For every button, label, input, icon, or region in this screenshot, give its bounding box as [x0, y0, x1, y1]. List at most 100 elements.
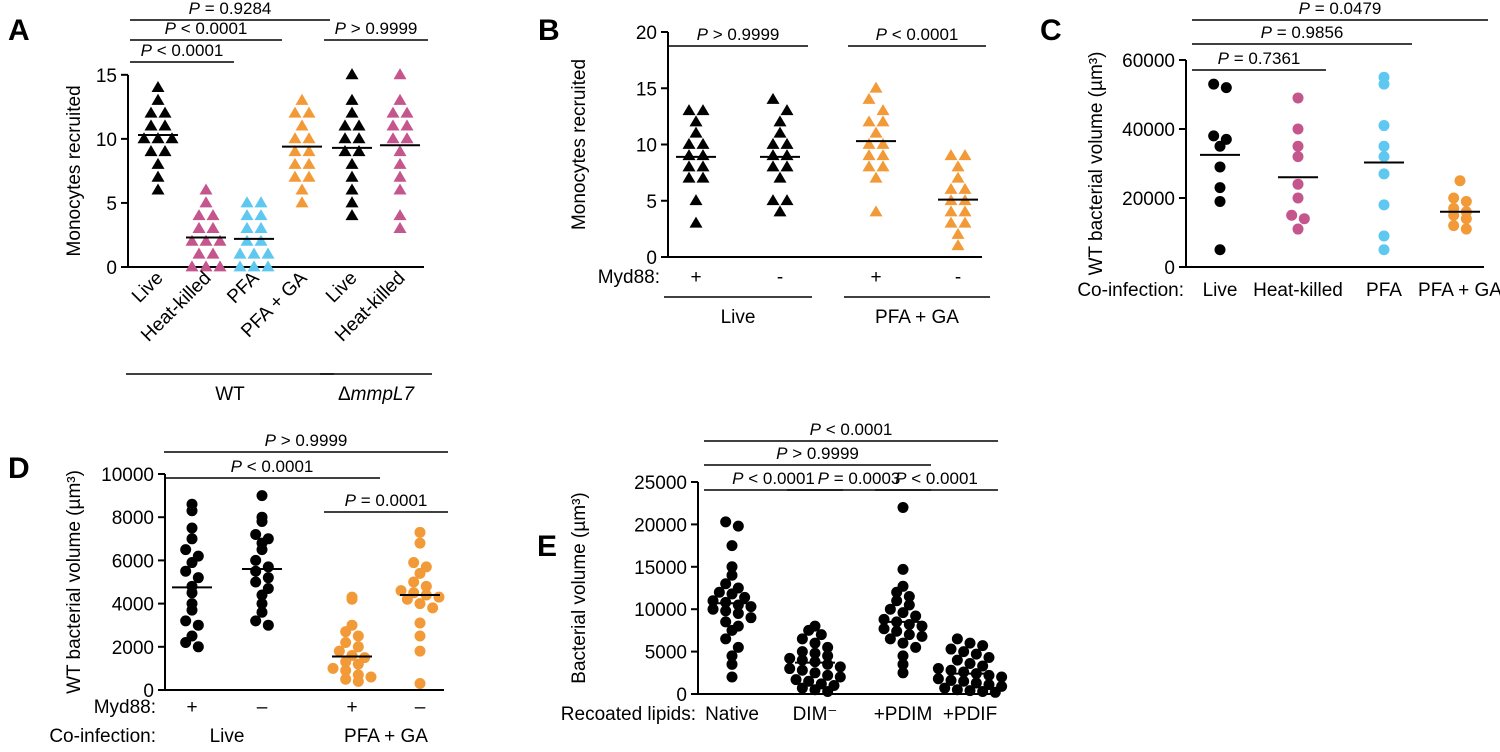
panel-c-series-4 [1440, 175, 1480, 235]
data-point [192, 572, 204, 584]
data-point [414, 526, 426, 538]
data-point [862, 92, 876, 104]
data-point [345, 209, 359, 221]
data-point [809, 667, 821, 679]
data-point [1292, 192, 1304, 204]
data-point [240, 209, 254, 221]
data-point [393, 209, 407, 221]
data-point [180, 565, 192, 577]
data-point [951, 239, 965, 251]
data-point [796, 664, 808, 676]
data-point [400, 132, 414, 144]
data-point [958, 675, 970, 687]
data-point [151, 132, 165, 144]
data-point [1378, 244, 1390, 256]
data-point [352, 145, 366, 157]
data-point [1292, 223, 1304, 235]
data-point [1208, 78, 1220, 90]
data-point [958, 149, 972, 161]
data-point [340, 636, 352, 648]
data-point [1378, 168, 1390, 180]
data-point [996, 671, 1008, 683]
data-point [878, 623, 890, 635]
panel-a-series-4 [282, 93, 322, 208]
data-point [352, 132, 366, 144]
data-point [822, 650, 834, 662]
data-point [862, 149, 876, 161]
data-point [233, 247, 247, 259]
panel-d-category-label: – [415, 697, 426, 718]
data-point [739, 591, 751, 603]
data-point [1378, 230, 1390, 242]
data-point [401, 593, 413, 605]
data-point [720, 633, 732, 645]
panel-b-category-label: + [870, 267, 881, 288]
data-point [951, 171, 965, 183]
data-point [247, 260, 261, 272]
panel-d-ytick-label: 10000 [101, 465, 154, 486]
panel-e-y-label: Bacterial volume (µm³) [569, 492, 590, 683]
data-point [897, 667, 909, 679]
data-point [1448, 220, 1460, 232]
data-point [944, 182, 958, 194]
data-point [720, 605, 732, 617]
panel-e-row-label: Recoated lipids: [561, 704, 696, 725]
data-point [433, 591, 445, 603]
data-point [250, 576, 262, 588]
data-point [834, 671, 846, 683]
data-point [345, 183, 359, 195]
panel-e-category-label: +PDIM [874, 704, 933, 725]
data-point [199, 196, 213, 208]
data-point [876, 137, 890, 149]
data-point [414, 630, 426, 642]
data-point [288, 132, 302, 144]
data-point [1214, 182, 1226, 194]
data-point [256, 606, 268, 618]
data-point [773, 115, 787, 127]
data-point [1214, 161, 1226, 173]
data-point [696, 104, 710, 116]
data-point [180, 615, 192, 627]
data-point [1208, 130, 1220, 142]
data-point [250, 528, 262, 540]
data-point [958, 646, 970, 658]
panel-c-category-label: PFA [1366, 280, 1402, 301]
data-point [345, 93, 359, 105]
data-point [1214, 244, 1226, 256]
data-point [199, 234, 213, 246]
panel-b-category-label: + [690, 267, 701, 288]
data-point [780, 104, 794, 116]
panel-b-group-label: Live [721, 307, 756, 328]
data-point [862, 137, 876, 149]
data-point [256, 516, 268, 528]
panel-e-ytick-label: 25000 [634, 473, 687, 494]
data-point [726, 540, 738, 552]
data-point [862, 115, 876, 127]
data-point [346, 593, 358, 605]
data-point [945, 643, 957, 655]
data-point [951, 654, 963, 666]
data-point [393, 93, 407, 105]
data-point [151, 93, 165, 105]
panel-c-p-value: P = 0.0479 [1299, 0, 1382, 18]
data-point [338, 119, 352, 131]
data-point [151, 170, 165, 182]
panel-b-y-label: Monocytes recruited [569, 59, 590, 230]
panel-d-y-label: WT bacterial volume (µm³) [64, 470, 85, 694]
panel-c-letter: C [1040, 14, 1062, 47]
panel-a-letter: A [8, 14, 30, 47]
panel-a-series-5 [332, 68, 372, 221]
data-point [1448, 192, 1460, 204]
data-point [732, 520, 744, 532]
data-point [689, 194, 703, 206]
panel-c-y-label: WT bacterial volume (µm³) [1086, 52, 1107, 276]
panel-d-series-3 [327, 591, 377, 687]
data-point [951, 633, 963, 645]
data-point [869, 81, 883, 93]
panel-e-category-label: +PDIF [943, 704, 997, 725]
panel-b-ytick-label: 10 [636, 136, 657, 157]
data-point [897, 650, 909, 662]
data-point [796, 646, 808, 658]
data-point [903, 618, 915, 630]
data-point [876, 160, 890, 172]
